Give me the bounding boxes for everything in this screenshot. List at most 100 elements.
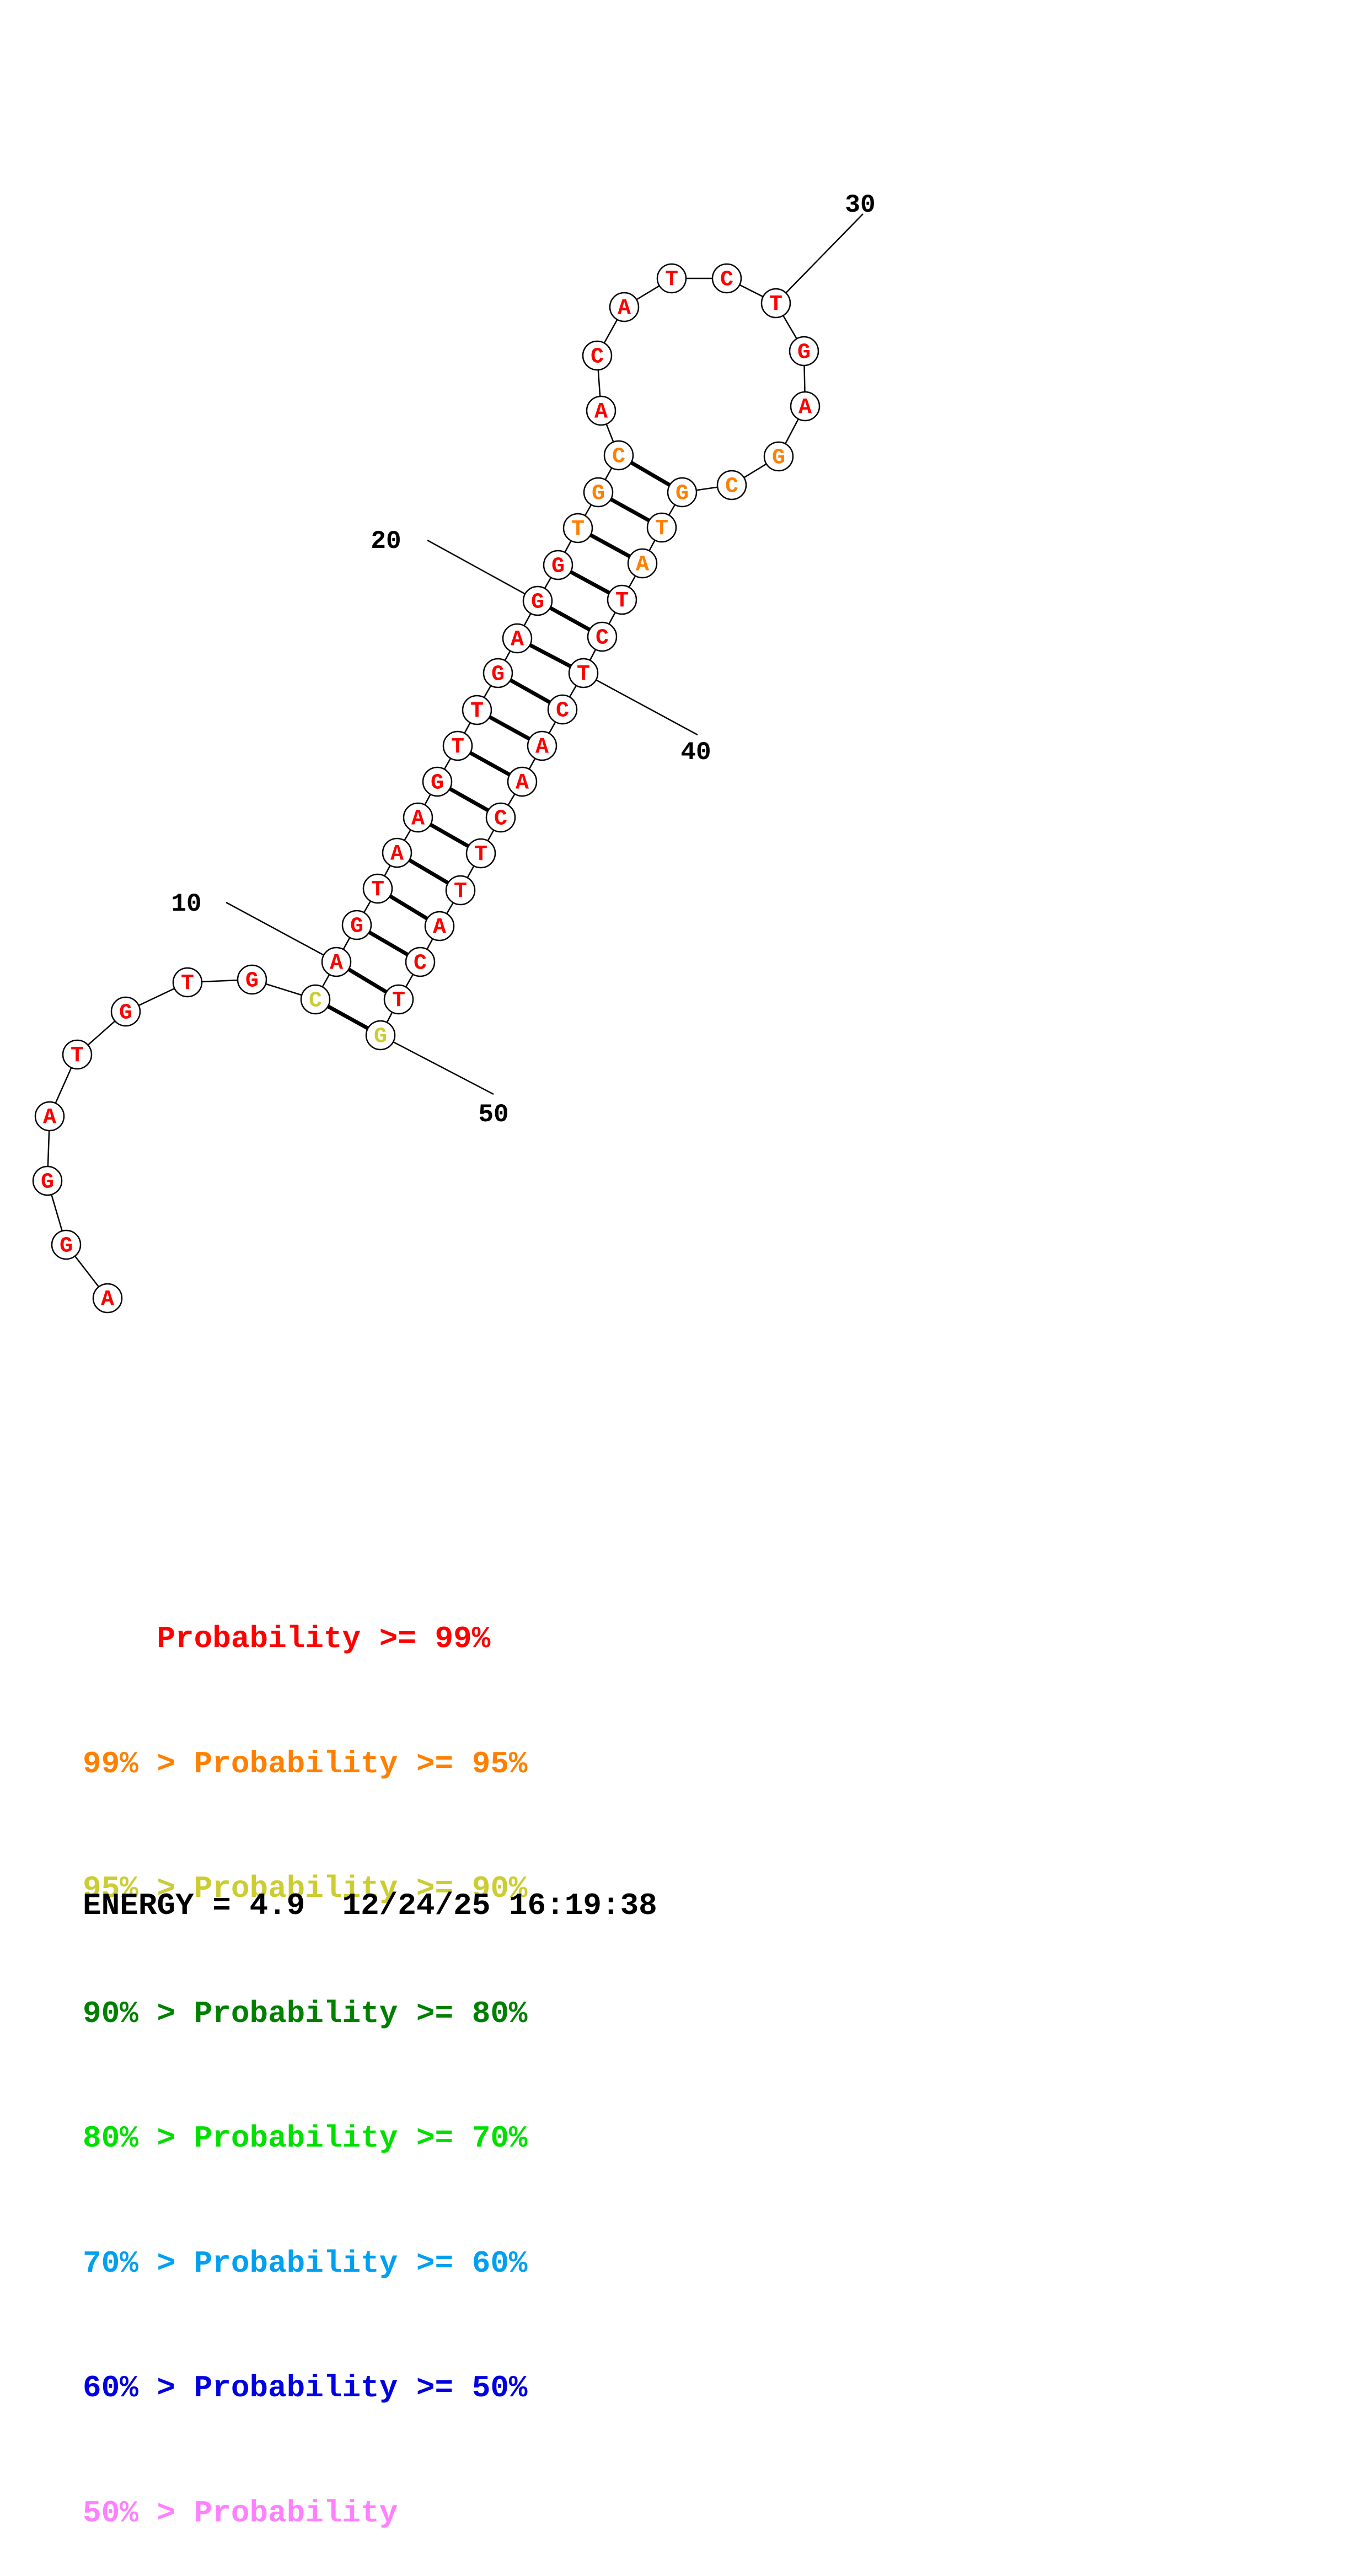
position-tick-label: 20 [371, 527, 401, 556]
base-node: G [763, 441, 794, 472]
legend-row: 50% > Probability [83, 2493, 528, 2535]
base-letter: C [596, 626, 609, 651]
base-circle [562, 513, 593, 544]
base-node: C [582, 340, 613, 371]
base-node: G [543, 550, 573, 580]
legend-label: Probability >= 70% [194, 2121, 528, 2156]
base-node: G [32, 1165, 63, 1196]
base-node: A [34, 1101, 65, 1132]
base-letter: A [618, 297, 631, 321]
position-tick-line [775, 213, 864, 304]
base-node: C [716, 470, 747, 501]
base-letter: G [676, 482, 689, 507]
base-letter: A [43, 1106, 56, 1131]
base-node: C [300, 984, 331, 1015]
base-letter: C [720, 268, 733, 293]
base-letter: T [454, 880, 467, 905]
base-letter: G [350, 915, 363, 939]
energy-footer: ENERGY = 4.9 12/24/25 16:19:38 [83, 1885, 657, 1927]
base-letter: C [725, 475, 738, 499]
base-circle [403, 802, 433, 833]
base-circle [507, 766, 538, 797]
base-letter: T [571, 518, 585, 542]
base-node: G [522, 585, 553, 616]
base-circle [760, 288, 791, 319]
base-letter: C [612, 445, 625, 470]
base-letter: G [119, 1001, 132, 1026]
legend-prefix: 80% > [83, 2121, 194, 2156]
base-letter: T [615, 589, 629, 614]
base-node: T [445, 875, 476, 906]
base-letter: A [390, 842, 404, 867]
legend-row: 95% > Probability >= 90% [83, 1868, 528, 1910]
base-circle [341, 910, 372, 940]
base-letter: G [60, 1234, 73, 1259]
base-node: T [62, 1039, 93, 1070]
base-node: C [547, 694, 578, 725]
legend-label: Probability >= 80% [194, 1996, 528, 2031]
base-circle [92, 1283, 123, 1314]
base-letter: C [591, 345, 604, 370]
base-circle [424, 911, 455, 942]
base-circle [405, 946, 436, 977]
base-circle [442, 730, 473, 761]
base-letter: G [431, 771, 444, 796]
base-letter: A [594, 400, 608, 425]
position-tick-line [583, 672, 698, 736]
base-letter: A [516, 771, 529, 796]
base-letter: A [535, 735, 549, 760]
base-node: A [502, 623, 533, 654]
base-circle [483, 658, 513, 689]
position-tick-layer: 10 20 30 40 50 [171, 191, 875, 1129]
base-circle [422, 766, 453, 797]
legend-label: Probability >= 50% [194, 2370, 528, 2406]
base-letter: T [392, 989, 405, 1014]
energy-value: ENERGY = 4.9 [83, 1888, 305, 1923]
base-node: G [483, 658, 513, 689]
legend-prefix: 95% > [83, 1871, 194, 1906]
base-circle [583, 477, 614, 508]
base-circle [646, 512, 677, 543]
base-node: A [609, 292, 640, 322]
legend-label: Probability >= 99% [157, 1621, 491, 1657]
base-letter: T [474, 843, 487, 868]
base-letter: G [772, 446, 785, 471]
base-letter: T [371, 878, 384, 903]
base-letter: T [181, 972, 194, 997]
base-node: T [656, 263, 687, 294]
legend-prefix: 50% > [83, 2495, 194, 2531]
base-letter: C [414, 951, 427, 976]
base-circle [382, 837, 412, 868]
legend-row: 99% > Probability >= 95% [83, 1744, 528, 1786]
timestamp: 12/24/25 16:19:38 [342, 1888, 657, 1923]
base-node: C [485, 802, 516, 833]
base-node: T [383, 984, 414, 1015]
base-letter: G [551, 555, 565, 579]
position-tick-label: 50 [478, 1100, 508, 1129]
base-circle [445, 875, 476, 906]
legend-row: 90% > Probability >= 80% [83, 1993, 528, 2035]
legend-label: Probability [194, 2495, 398, 2531]
base-letter: G [531, 590, 544, 615]
legend-label: Probability >= 60% [194, 2245, 528, 2281]
base-circle [789, 336, 819, 367]
legend-prefix: 90% > [83, 1996, 194, 2031]
base-circle [34, 1101, 65, 1132]
position-tick-line [380, 1034, 494, 1095]
base-node: G [51, 1229, 82, 1260]
base-letter: A [511, 628, 524, 653]
base-node: T [646, 512, 677, 543]
base-node: G [365, 1020, 396, 1051]
base-circle [609, 292, 640, 322]
base-node: C [405, 946, 436, 977]
base-letter: A [798, 396, 812, 421]
base-node: T [462, 695, 492, 725]
base-circle [527, 730, 557, 761]
base-node: T [465, 838, 496, 869]
base-circle [502, 623, 533, 654]
base-letter: T [769, 293, 782, 318]
base-node: G [789, 336, 819, 367]
base-letter: G [491, 663, 505, 687]
base-circle [172, 967, 203, 998]
base-node: G [667, 477, 698, 508]
